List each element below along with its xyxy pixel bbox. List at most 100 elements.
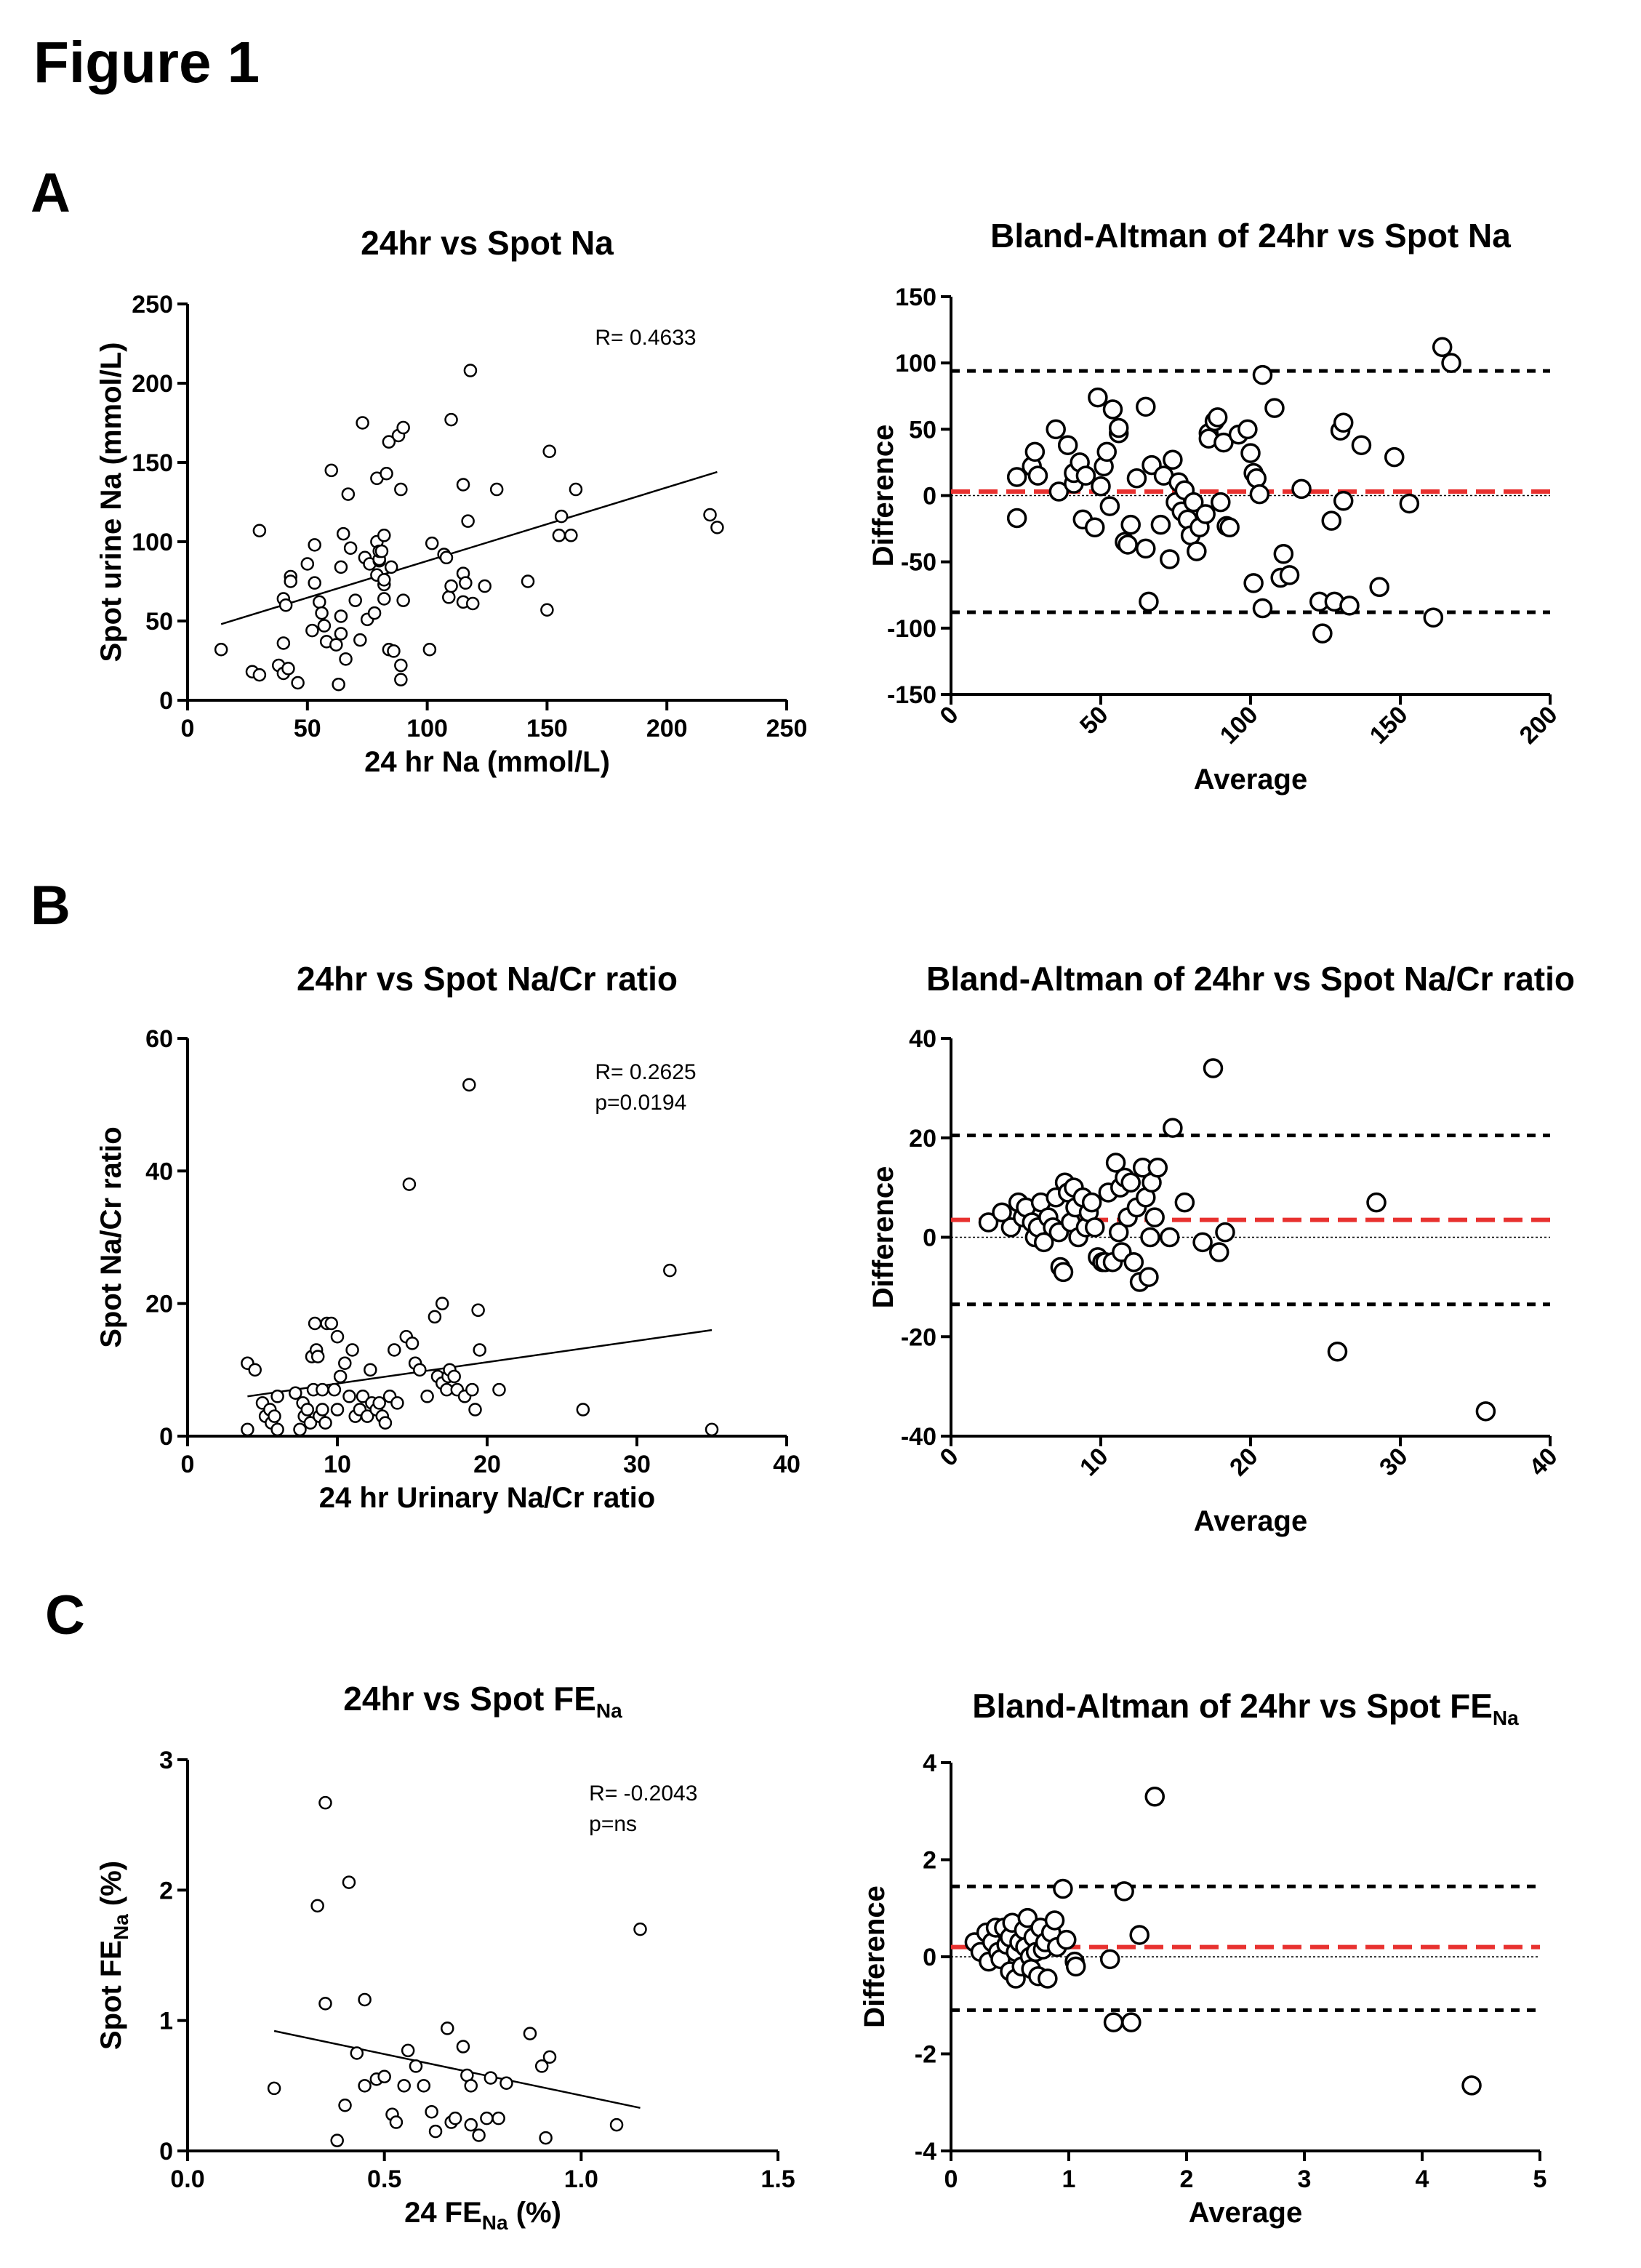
- data-point: [1207, 407, 1228, 428]
- data-point: [1085, 1217, 1105, 1238]
- data-point: [382, 435, 396, 449]
- data-point: [281, 662, 295, 676]
- data-point: [289, 1386, 302, 1400]
- data-point: [267, 2081, 281, 2096]
- data-point: [276, 636, 291, 650]
- panel-label-a: A: [31, 162, 71, 224]
- data-point: [425, 536, 439, 550]
- data-point: [468, 1403, 482, 1417]
- chart-6: Bland-Altman of 24hr vs Spot FENa 0 1 2 3 4 5 -…: [859, 1687, 1546, 2229]
- data-point: [350, 2046, 364, 2060]
- data-point: [554, 509, 569, 524]
- data-point: [324, 463, 339, 478]
- annotation-text: R= 0.4633: [595, 326, 696, 350]
- data-point: [1053, 1878, 1073, 1899]
- y-tick-label: 60: [145, 1025, 173, 1053]
- data-point: [389, 2115, 404, 2129]
- data-point: [396, 420, 410, 435]
- annotation-text: R= -0.2043: [589, 1782, 697, 1806]
- data-point: [318, 1416, 332, 1430]
- data-point: [396, 593, 410, 607]
- data-point: [394, 658, 408, 673]
- data-point: [1006, 467, 1027, 487]
- data-point: [1441, 353, 1461, 373]
- data-point: [270, 1422, 284, 1437]
- data-point: [1099, 496, 1120, 516]
- data-point: [1136, 396, 1156, 417]
- data-point: [465, 596, 480, 611]
- data-point: [300, 1403, 315, 1417]
- data-point: [523, 2027, 537, 2040]
- data-point: [1333, 491, 1354, 511]
- data-point: [1056, 1929, 1077, 1950]
- data-point: [609, 2117, 624, 2132]
- data-point: [313, 595, 326, 609]
- data-point: [310, 1350, 325, 1363]
- data-point: [356, 1390, 370, 1403]
- data-point: [463, 364, 478, 377]
- x-tick-label: 1: [1062, 2165, 1076, 2193]
- x-axis-label-suffix: (%): [508, 2197, 561, 2229]
- data-point: [534, 2059, 549, 2073]
- y-axis-label: Difference: [867, 1166, 899, 1309]
- data-point: [324, 1316, 339, 1331]
- chart-title-sub: Na: [1493, 1707, 1519, 1729]
- data-point: [1327, 1342, 1348, 1362]
- y-tick-label: 150: [132, 449, 173, 477]
- data-point: [1203, 1058, 1224, 1078]
- data-point: [394, 673, 408, 686]
- x-tick-label: 50: [1075, 701, 1114, 740]
- data-point: [318, 1997, 332, 2011]
- data-point: [377, 573, 391, 587]
- x-axis-label: Average: [1189, 2197, 1302, 2229]
- chart-title: 24hr vs Spot Na: [361, 224, 614, 262]
- data-point: [343, 541, 358, 555]
- chart-title: Bland-Altman of 24hr vs Spot FENa: [972, 1687, 1519, 1729]
- y-tick-label: -50: [901, 549, 936, 577]
- data-point: [459, 576, 473, 590]
- data-point: [284, 574, 297, 588]
- chart-title: 24hr vs Spot Na/Cr ratio: [297, 960, 678, 998]
- data-point: [1088, 387, 1108, 408]
- data-point: [1017, 1907, 1038, 1928]
- data-point: [1139, 591, 1159, 612]
- data-point: [1120, 514, 1141, 535]
- x-tick-label: 0: [181, 715, 195, 742]
- data-point: [710, 521, 724, 534]
- data-point: [380, 467, 393, 481]
- x-tick-label: 150: [526, 715, 568, 742]
- regression-line: [220, 470, 718, 625]
- data-point: [1215, 1222, 1235, 1243]
- data-point: [1108, 1222, 1129, 1243]
- data-point: [1174, 1192, 1195, 1213]
- chart-4: Bland-Altman of 24hr vs Spot Na/Cr ratio…: [867, 960, 1575, 1537]
- data-point: [1033, 1232, 1054, 1253]
- y-axis-label: Spot urine Na (mmol/L): [95, 342, 127, 662]
- data-point: [270, 1390, 284, 1403]
- x-tick-label: 1.0: [564, 2165, 598, 2193]
- data-point: [1211, 492, 1231, 513]
- data-point: [569, 482, 583, 497]
- data-point: [1105, 1153, 1126, 1173]
- y-tick-label: -150: [887, 681, 936, 709]
- y-tick-label: 0: [159, 2138, 173, 2165]
- x-tick-label: 30: [623, 1451, 651, 1478]
- data-point: [388, 1343, 401, 1357]
- y-tick-label: 50: [145, 608, 173, 636]
- data-point: [310, 1899, 324, 1913]
- data-point: [303, 1416, 318, 1430]
- y-tick-label: 50: [909, 416, 936, 444]
- y-tick-label: 40: [145, 1158, 173, 1185]
- data-point: [1384, 446, 1405, 468]
- data-point: [564, 529, 578, 542]
- data-point: [492, 2111, 505, 2125]
- data-point: [214, 642, 228, 657]
- data-point: [542, 2050, 557, 2064]
- data-point: [552, 529, 566, 542]
- y-tick-label: 200: [132, 370, 173, 398]
- data-point: [1461, 2075, 1482, 2096]
- data-point: [1246, 468, 1267, 489]
- x-tick-label: 0: [944, 2165, 958, 2193]
- data-point: [1475, 1401, 1496, 1422]
- data-point: [1252, 364, 1273, 385]
